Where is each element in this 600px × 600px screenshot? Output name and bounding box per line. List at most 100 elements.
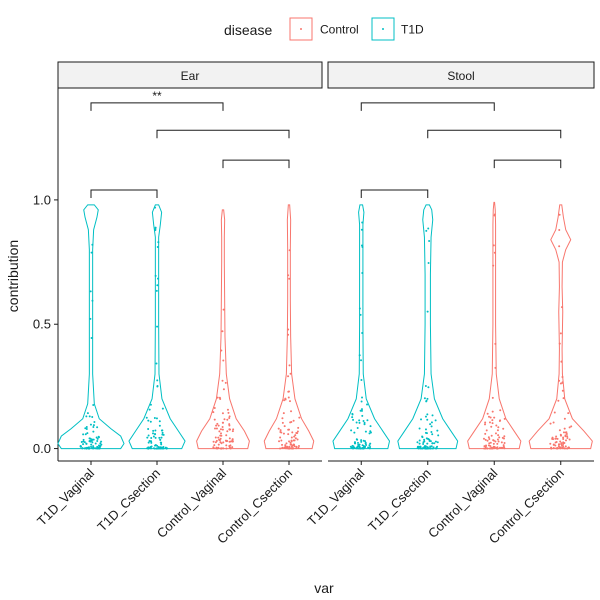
- data-point: [557, 445, 560, 448]
- data-point: [499, 446, 502, 449]
- data-point: [552, 447, 555, 450]
- data-point: [217, 443, 220, 446]
- data-point: [213, 444, 216, 447]
- data-point: [228, 428, 231, 431]
- data-point: [288, 440, 291, 443]
- data-point: [503, 417, 506, 420]
- data-point: [562, 431, 565, 434]
- data-point: [152, 435, 155, 438]
- data-point: [564, 439, 567, 442]
- data-point: [293, 445, 296, 448]
- data-point: [297, 446, 300, 449]
- data-point: [552, 421, 555, 424]
- data-point: [361, 246, 364, 248]
- data-point: [360, 244, 363, 247]
- data-point: [81, 447, 84, 450]
- data-point: [287, 328, 290, 331]
- data-point: [287, 433, 290, 436]
- data-point: [160, 441, 163, 444]
- data-point: [228, 415, 231, 418]
- data-point: [84, 427, 87, 430]
- violin-T1D_Vaginal: [57, 204, 125, 450]
- data-point: [158, 420, 161, 423]
- facet-strip: [57, 61, 323, 89]
- data-point: [219, 428, 222, 431]
- data-point: [86, 412, 89, 415]
- comparison-bracket: [360, 102, 495, 111]
- x-tick-label: T1D_Vaginal: [34, 465, 97, 528]
- data-point: [292, 447, 295, 450]
- data-point: [157, 446, 160, 449]
- data-point: [287, 333, 290, 336]
- data-point: [360, 439, 363, 442]
- data-point: [212, 446, 215, 449]
- comparison-bracket: [156, 129, 290, 139]
- legend-key-point: [300, 28, 302, 30]
- facet-strip: [327, 61, 595, 89]
- x-axis-label: var: [314, 580, 334, 596]
- data-point: [292, 419, 295, 422]
- data-point: [287, 274, 290, 277]
- data-point: [484, 432, 487, 435]
- data-point: [364, 440, 367, 443]
- data-point: [498, 420, 501, 423]
- data-point: [89, 439, 92, 442]
- data-point: [99, 442, 102, 445]
- jitter-points-T1D_Csection: [145, 206, 168, 450]
- data-point: [486, 439, 489, 442]
- data-point: [424, 445, 427, 448]
- data-point: [503, 441, 506, 444]
- data-point: [369, 425, 372, 428]
- data-point: [293, 435, 296, 438]
- data-point: [290, 440, 293, 443]
- data-point: [147, 419, 150, 422]
- data-point: [492, 244, 495, 247]
- data-point: [564, 435, 567, 438]
- comparison-bracket: [90, 189, 158, 198]
- data-point: [155, 289, 158, 292]
- data-point: [417, 447, 420, 450]
- data-point: [427, 437, 430, 440]
- data-point: [487, 436, 490, 439]
- data-point: [219, 434, 222, 437]
- data-point: [222, 388, 225, 391]
- data-point: [288, 277, 291, 280]
- data-point: [214, 427, 217, 430]
- data-point: [559, 382, 562, 385]
- comparison-bracket: [90, 102, 224, 111]
- data-point: [96, 447, 99, 450]
- data-point: [295, 447, 298, 450]
- data-point: [426, 310, 429, 313]
- data-point: [80, 441, 83, 444]
- data-point: [94, 442, 97, 445]
- data-point: [292, 439, 295, 442]
- data-point: [215, 439, 218, 442]
- data-point: [229, 447, 232, 450]
- data-point: [425, 437, 428, 440]
- data-point: [351, 444, 354, 447]
- data-point: [558, 342, 561, 345]
- data-point: [91, 243, 94, 246]
- data-point: [484, 445, 487, 448]
- data-point: [159, 446, 162, 449]
- data-point: [434, 419, 437, 422]
- data-point: [492, 264, 495, 267]
- data-point: [148, 439, 151, 442]
- data-point: [501, 446, 504, 449]
- data-point: [428, 240, 431, 243]
- data-point: [155, 417, 158, 420]
- data-point: [95, 436, 98, 439]
- data-point: [100, 440, 103, 443]
- data-point: [487, 415, 490, 418]
- data-point: [493, 251, 496, 254]
- data-point: [351, 413, 354, 416]
- data-point: [226, 408, 229, 411]
- data-point: [566, 436, 569, 439]
- data-point: [288, 400, 291, 403]
- data-point: [297, 444, 300, 447]
- data-point: [150, 437, 153, 440]
- data-point: [436, 429, 439, 432]
- data-point: [418, 439, 421, 442]
- data-point: [160, 443, 163, 446]
- panel-stool: Stool T1D_VaginalT1D_CsectionControl_Vagi…: [304, 61, 595, 547]
